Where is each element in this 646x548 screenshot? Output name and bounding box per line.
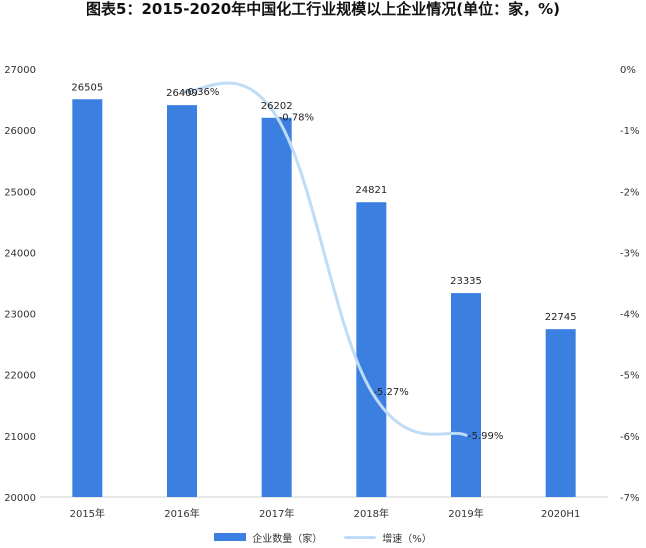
axes: 20000 21000 22000 23000 24000 25000 26000 27000… [4,65,639,520]
bar [261,117,292,498]
legend-label-line: 增速（%） [382,533,432,545]
line-series [180,81,468,437]
line-value-label: -0.36% [184,87,219,98]
line-value-label: -0.78% [279,113,314,124]
x-tick-label: 2017年 [259,507,294,520]
y-right-tick-label: 0% [620,65,636,76]
bar-series [72,99,576,498]
bar [167,105,197,497]
bar-value-label: 26409 [166,88,198,99]
bar [545,329,576,497]
legend-label-bar: 企业数量（家） [252,533,323,545]
legend: 企业数量（家） 增速（%） [0,527,646,547]
legend-swatch-bar [214,533,247,541]
y-left-tick-label: 20000 [4,493,36,504]
y-left-tick-label: 23000 [4,310,36,321]
x-tick-label: 2019年 [448,507,483,520]
bar [72,99,103,497]
y-right-tick-label: -7% [620,493,639,504]
y-left-tick-label: 26000 [4,126,36,137]
x-tick-label: 2020H1 [541,509,580,520]
y-right-tick-label: -1% [620,126,639,137]
x-tick-label: 2016年 [164,507,199,520]
y-right-tick-label: -4% [620,310,639,321]
line-value-label: -5.27% [373,387,408,398]
y-right-tick-label: -5% [620,371,639,382]
y-left-tick-label: 22000 [4,371,36,382]
data-labels: 26505 26409 26202 24821 23335 22745 -0.36% -0.7… [71,82,576,442]
y-right-tick-label: -6% [620,432,639,443]
bar [356,202,387,497]
y-right-tick-label: -2% [620,187,639,198]
y-left-tick-label: 27000 [4,65,36,76]
y-right-tick-label: -3% [620,248,639,259]
growth-line [180,81,468,437]
y-left-tick-label: 24000 [4,248,36,259]
legend-item-bar: 企业数量（家） [214,530,322,545]
bar-value-label: 22745 [545,312,577,323]
bar-value-label: 26505 [71,82,103,93]
x-tick-label: 2018年 [354,507,389,520]
legend-item-line: 增速（%） [344,530,432,545]
y-left-tick-label: 21000 [4,432,36,443]
bar-value-label: 24821 [355,185,387,196]
bar [451,293,481,497]
bar-value-label: 26202 [261,101,293,112]
legend-swatch-line [344,535,377,539]
chart-title: 图表5：2015-2020年中国化工行业规模以上企业情况(单位：家，%) [86,0,560,18]
bar-value-label: 23335 [450,276,482,287]
y-left-tick-label: 25000 [4,187,36,198]
line-value-label: -5.99% [468,431,503,442]
x-tick-label: 2015年 [70,507,105,520]
